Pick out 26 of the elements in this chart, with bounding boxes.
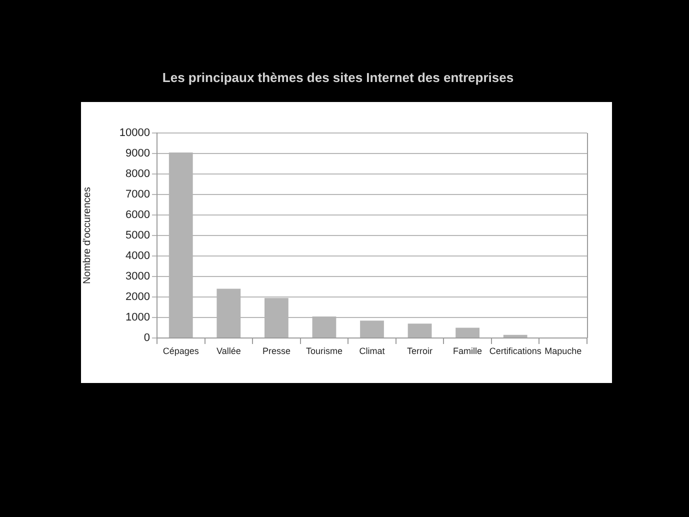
x-tick-label: Tourisme bbox=[306, 346, 342, 356]
y-tick-label: 2000 bbox=[126, 291, 150, 304]
x-tick-label: Presse bbox=[262, 346, 290, 356]
y-tick-label: 3000 bbox=[126, 270, 150, 283]
x-tick-label: Mapuche bbox=[544, 346, 582, 356]
y-tick-label: 1000 bbox=[126, 312, 150, 324]
y-tick-label: 7000 bbox=[126, 188, 150, 201]
chart-title: Les principaux thèmes des sites Internet des entreprises bbox=[161, 70, 515, 85]
y-tick-label: 4000 bbox=[126, 250, 150, 262]
x-tick-label: Certifications bbox=[489, 346, 542, 356]
y-tick-label: 9000 bbox=[126, 148, 150, 160]
y-axis-title: Nombre d'occurences bbox=[82, 187, 93, 284]
bar bbox=[456, 328, 480, 338]
x-tick-label: Terroir bbox=[407, 346, 433, 356]
x-tick-label: Famille bbox=[453, 346, 482, 356]
y-tick-label: 10000 bbox=[119, 127, 150, 140]
x-tick-label: Vallée bbox=[216, 346, 241, 356]
y-tick-label: 6000 bbox=[126, 209, 150, 222]
bar bbox=[408, 324, 432, 338]
x-tick-label: Cépages bbox=[162, 346, 200, 356]
bar bbox=[503, 334, 528, 338]
y-tick-label: 8000 bbox=[126, 168, 150, 180]
bar bbox=[360, 320, 384, 338]
x-tick-label: Climat bbox=[359, 346, 386, 356]
y-tick-label: 0 bbox=[144, 332, 150, 344]
y-tick-label: 5000 bbox=[126, 230, 150, 242]
